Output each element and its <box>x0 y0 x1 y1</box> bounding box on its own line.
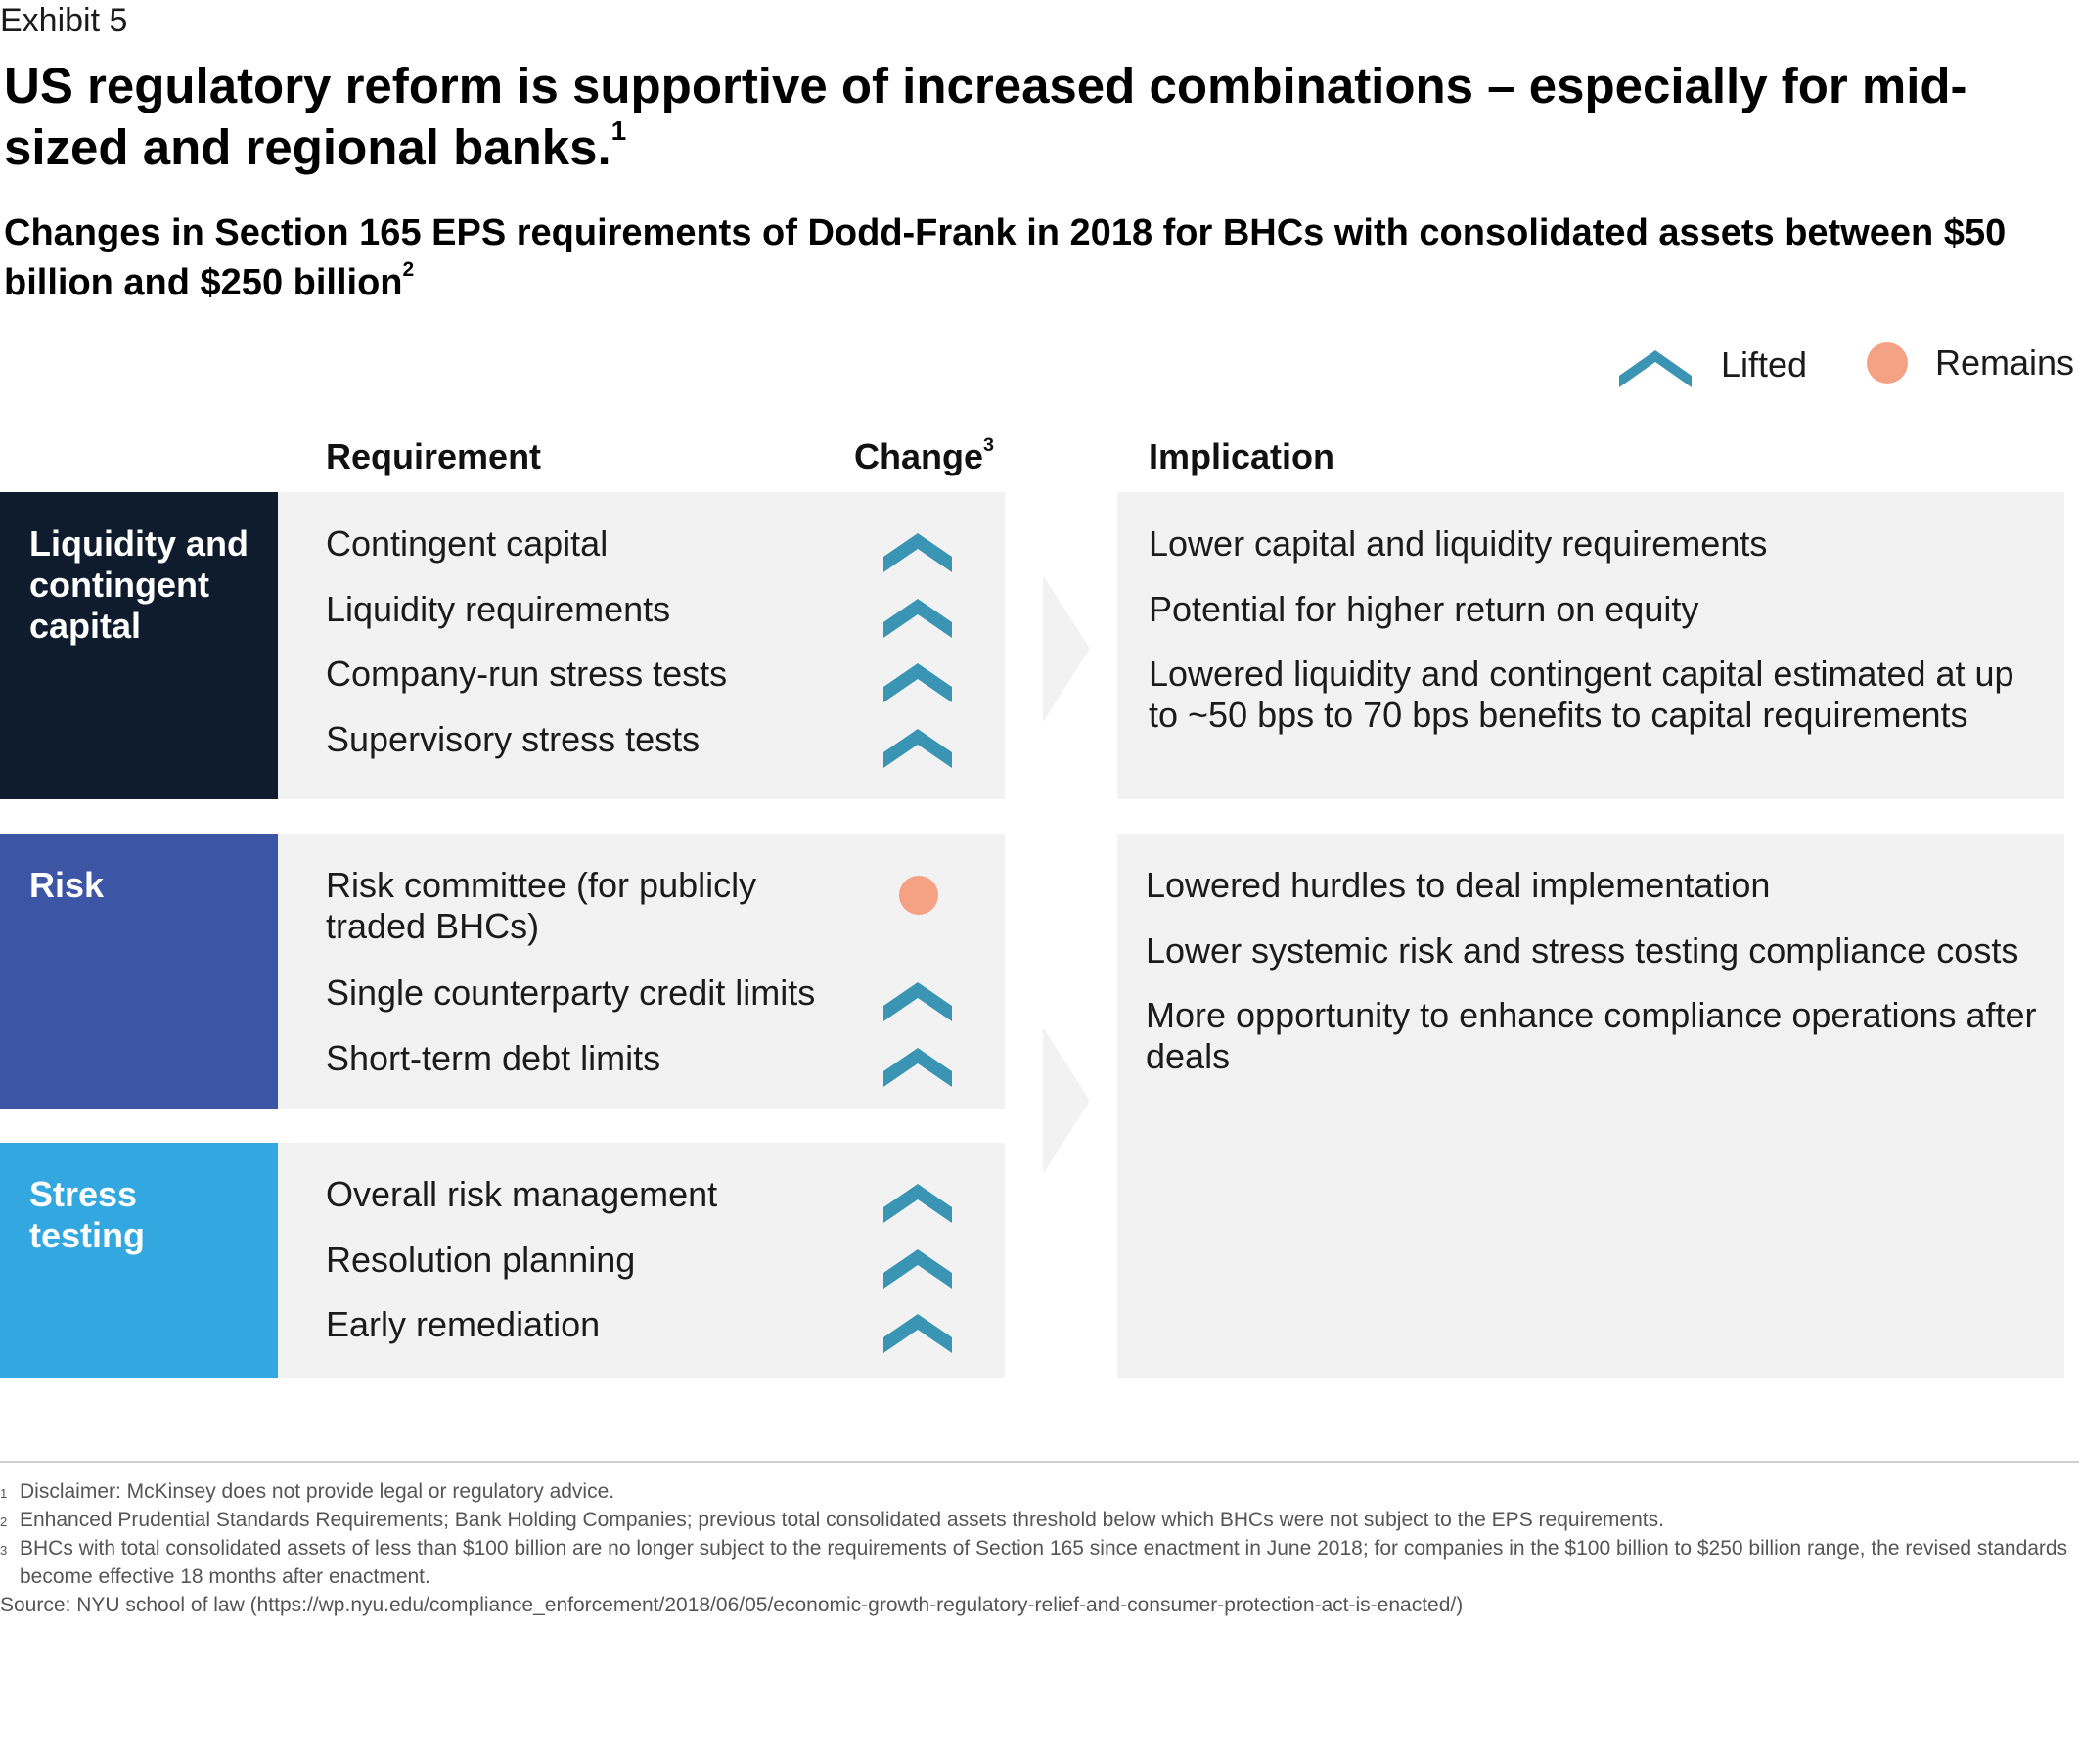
circle-icon <box>899 876 938 915</box>
requirement-item: Early remediation <box>326 1304 601 1344</box>
implication-item: Lower systemic risk and stress testing c… <box>1146 930 2019 971</box>
chevron-up-icon <box>883 1249 952 1289</box>
footnote-text: BHCs with total consolidated assets of l… <box>20 1537 2068 1588</box>
implication-panel-2: Lowered hurdles to deal implementation L… <box>1117 834 2064 1378</box>
implication-item: Potential for higher return on equity <box>1149 589 1699 629</box>
arrow-right-icon <box>1043 575 1090 722</box>
chevron-up-icon <box>883 982 952 1021</box>
requirement-item: Supervisory stress tests <box>326 719 701 759</box>
arrow-right-icon <box>1043 1027 1090 1174</box>
implication-item: More opportunity to enhance compliance o… <box>1146 995 2037 1076</box>
chevron-up-icon <box>883 663 952 702</box>
requirements-panel-stress-testing: Overall risk management Resolution plann… <box>278 1143 1005 1378</box>
requirement-item: Liquidity requirements <box>326 589 671 629</box>
column-header-change: Change3 <box>854 434 995 477</box>
implication-item: Lowered liquidity and contingent capital… <box>1149 654 2014 735</box>
exhibit-label: Exhibit 5 <box>0 2 128 39</box>
legend-lifted: Lifted <box>1619 342 1807 387</box>
subtitle-footnote-marker: 2 <box>402 258 415 282</box>
footnote-text: Disclaimer: McKinsey does not provide le… <box>20 1480 615 1503</box>
legend-remains: Remains <box>1867 342 2074 384</box>
page-subtitle: Changes in Section 165 EPS requirements … <box>4 208 2068 308</box>
footnote-number: 1 <box>0 1486 8 1501</box>
implication-panel-1: Lower capital and liquidity requirements… <box>1117 492 2064 799</box>
footnote-1: 1 Disclaimer: McKinsey does not provide l… <box>0 1477 2074 1506</box>
group-label-stress-testing: Stress testing <box>0 1143 278 1378</box>
footnote-3: 3 BHCs with total consolidated assets of … <box>0 1534 2074 1591</box>
legend-remains-label: Remains <box>1935 342 2075 383</box>
chevron-up-icon <box>883 729 952 768</box>
requirement-item: Short-term debt limits <box>326 1038 661 1078</box>
chevron-up-icon <box>1619 350 1692 387</box>
source-note: Source: NYU school of law (https://wp.ny… <box>0 1594 1464 1616</box>
title-text: US regulatory reform is supportive of in… <box>4 58 1967 175</box>
requirement-item: Single counterparty credit limits <box>326 972 816 1013</box>
requirement-item: Overall risk management <box>326 1174 718 1214</box>
requirement-item: Company-run stress tests <box>326 654 728 694</box>
title-footnote-marker: 1 <box>610 115 627 146</box>
requirement-item: Resolution planning <box>326 1240 636 1280</box>
column-header-implication: Implication <box>1149 436 1335 476</box>
footnote-number: 2 <box>0 1515 8 1529</box>
legend-lifted-label: Lifted <box>1721 344 1808 384</box>
chevron-up-icon <box>883 533 952 572</box>
subtitle-text: Changes in Section 165 EPS requirements … <box>4 212 2007 303</box>
implication-item: Lower capital and liquidity requirements <box>1149 523 1768 564</box>
change-header-text: Change <box>854 436 984 476</box>
footnote-text: Enhanced Prudential Standards Requiremen… <box>20 1509 1664 1531</box>
chevron-up-icon <box>883 599 952 638</box>
chevron-up-icon <box>883 1184 952 1223</box>
footnotes: 1 Disclaimer: McKinsey does not provide l… <box>0 1477 2074 1619</box>
page-title: US regulatory reform is supportive of in… <box>4 55 2058 178</box>
requirement-item: Risk committee (for publicly traded BHCs… <box>326 865 757 946</box>
footnote-divider <box>0 1461 2079 1463</box>
change-footnote-marker: 3 <box>983 434 995 457</box>
footnote-number: 3 <box>0 1543 8 1558</box>
chevron-up-icon <box>883 1048 952 1087</box>
footnote-2: 2 Enhanced Prudential Standards Requireme… <box>0 1506 2074 1534</box>
chevron-up-icon <box>883 1314 952 1353</box>
circle-icon <box>1867 342 1908 384</box>
column-header-requirement: Requirement <box>326 436 542 476</box>
implication-item: Lowered hurdles to deal implementation <box>1146 865 1771 905</box>
group-label-stress-testing-text: Stress testing <box>29 1174 146 1255</box>
requirement-item: Contingent capital <box>326 523 609 564</box>
group-label-liquidity: Liquidity and contingent capital <box>0 492 278 799</box>
group-label-risk: Risk <box>0 834 278 1109</box>
requirements-panel-liquidity: Contingent capital Liquidity requirement… <box>278 492 1005 799</box>
requirements-panel-risk: Risk committee (for publicly traded BHCs… <box>278 834 1005 1109</box>
